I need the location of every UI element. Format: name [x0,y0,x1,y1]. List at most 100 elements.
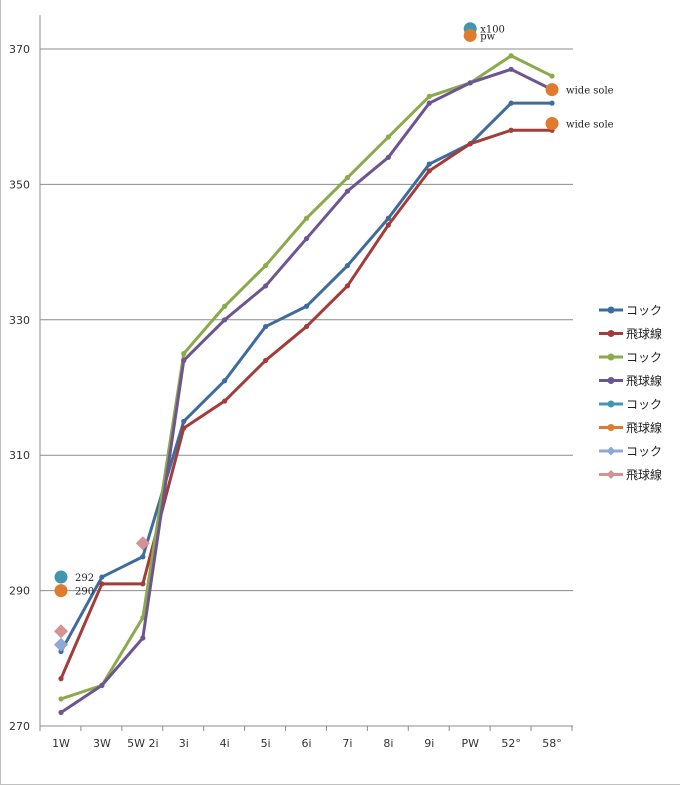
data-point [426,100,432,106]
data-point [426,168,432,174]
data-point [344,175,351,181]
data-point [508,53,514,59]
y-tick-label: 370 [9,43,30,56]
legend-entry: コック [599,445,662,459]
series-5 [54,22,477,584]
data-point [385,154,391,160]
data-point [99,682,105,688]
data-point [140,554,146,560]
x-tick-label: 1W [52,737,70,750]
data-point [140,635,146,641]
data-point [508,127,514,133]
legend-label: 飛球線 [626,420,662,435]
legend-swatch-marker [607,400,615,408]
data-point [508,66,514,72]
data-point [58,676,64,682]
legend-swatch-marker [607,424,615,431]
y-tick-label: 350 [9,178,30,191]
data-point [467,80,473,86]
data-point [181,425,187,431]
data-label: x100 [480,25,505,36]
data-point [181,351,187,357]
data-point [222,378,228,384]
data-point [303,235,310,242]
y-tick-label: 290 [9,585,30,598]
x-tick-label: 6i [301,737,311,750]
x-tick-label: 7i [342,737,352,750]
data-point [467,141,473,147]
legend-entry: 飛球線 [599,420,662,435]
annotations: 292 x100 290 pw wide sole wide sole [75,25,614,598]
data-point [385,222,391,228]
x-tick-label: 5W 2i [127,737,158,750]
data-point [426,93,432,99]
data-point [222,303,228,309]
y-tick-labels: 270 290 310 330 350 370 [9,43,30,733]
data-point [54,570,68,584]
data-point [344,283,351,289]
x-tick-label: PW [461,737,479,750]
data-point [385,215,391,221]
legend-swatch-marker [607,330,615,337]
legend-entry: コック [599,398,662,412]
data-point [181,418,187,424]
data-label: wide sole [566,119,614,130]
series-3 [58,53,555,702]
series-7 [54,637,68,652]
data-point [344,188,351,194]
data-point [263,283,269,289]
data-point [344,263,351,269]
x-tick-label: 3W [93,737,111,750]
series-2 [58,127,555,682]
data-point [222,317,228,323]
data-point [303,303,310,309]
series-6 [54,28,559,598]
data-point [463,28,477,42]
data-point [263,357,269,364]
y-tick-label: 310 [9,449,30,462]
data-point [508,100,514,106]
series-8 [54,536,150,639]
data-point [263,263,269,269]
series-4 [58,66,555,716]
data-label: 292 [75,573,94,584]
data-label: pw [480,31,495,42]
legend-swatch-marker [606,446,616,456]
data-point [99,581,105,587]
series-layer [54,22,559,716]
x-tick-label: 5i [261,737,271,750]
x-tick-label: 8i [383,737,393,750]
data-point [545,83,559,97]
data-point [54,624,68,639]
series-line [60,67,553,714]
x-tick-label: 3i [179,737,189,750]
data-point [181,357,187,364]
data-point [303,323,310,330]
data-point [222,398,228,404]
series-line [59,101,553,653]
data-point [54,637,68,652]
legend-entry: 飛球線 [599,467,662,482]
legend-label: 飛球線 [626,326,662,341]
legend-entry: コック [599,304,662,318]
legend-label: 飛球線 [626,467,662,482]
legend-entry: 飛球線 [599,326,662,341]
legend-swatch-marker [606,470,616,479]
data-point [54,584,68,598]
grid-lines [40,48,573,592]
data-point [58,696,64,702]
legend-label: コック [626,445,662,459]
legend-label: コック [626,351,662,365]
series-line [60,54,553,701]
x-tick-labels: 1W 3W 5W 2i 3i 4i 5i 6i 7i 8i 9i PW 52° 58° [52,737,562,750]
data-point [140,581,146,587]
legend-entry: コック [599,351,662,365]
data-point [99,574,105,580]
data-point [549,73,555,79]
x-tick-label: 52° [501,737,521,750]
legend-label: コック [626,398,662,412]
data-point [385,134,391,140]
legend-label: コック [626,304,662,318]
data-point [263,323,269,330]
